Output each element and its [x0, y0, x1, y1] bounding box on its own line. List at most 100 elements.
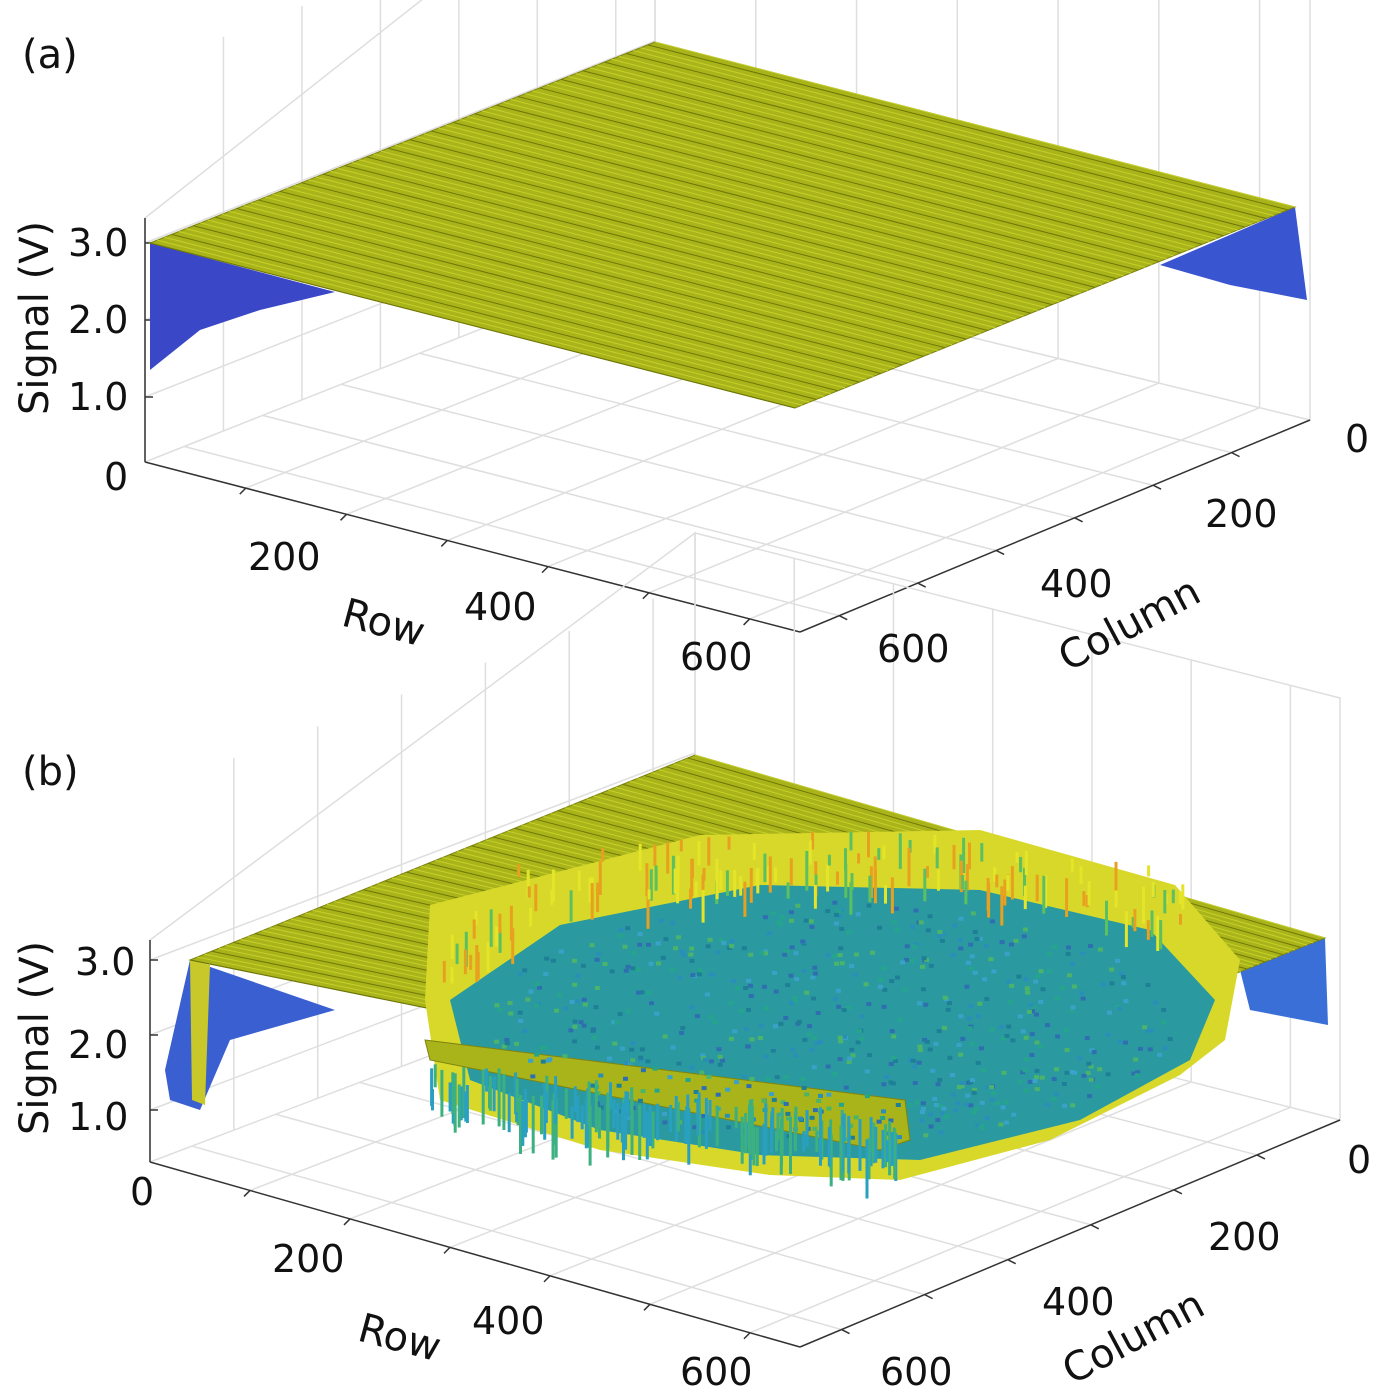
rim-spike-mark	[649, 869, 653, 901]
front-wall-spike-mark	[594, 1080, 598, 1133]
front-wall-spike-mark	[890, 1132, 894, 1166]
surface-mesh-line	[236, 208, 881, 375]
panel-a-z-axis-label: Signal (V)	[12, 221, 58, 415]
well-noise-mark	[655, 941, 661, 946]
front-wall-spike-mark	[734, 1106, 738, 1128]
well-noise-mark	[812, 965, 818, 970]
front-wall-spike-mark	[576, 1096, 580, 1123]
well-noise-mark	[809, 1115, 815, 1120]
well-noise-mark	[1026, 1009, 1032, 1014]
rim-spike-mark	[1150, 910, 1154, 937]
row-tick-mark	[642, 592, 650, 600]
rim-spike-mark	[743, 881, 747, 917]
well-noise-mark	[847, 1056, 853, 1061]
panel-a-row-tick: 200	[248, 535, 321, 579]
surface-mesh-line	[647, 44, 1288, 211]
rim-spike-mark	[1159, 920, 1163, 950]
well-noise-mark	[1080, 951, 1085, 956]
rim-spike-mark	[673, 868, 677, 894]
well-noise-mark	[973, 1107, 979, 1112]
well-noise-mark	[670, 921, 676, 926]
rim-spike-mark	[774, 867, 778, 883]
well-noise-mark	[715, 950, 721, 955]
well-noise-mark	[543, 971, 549, 976]
well-noise-mark	[835, 988, 841, 993]
well-noise-mark	[968, 942, 974, 947]
well-noise-mark	[920, 964, 925, 969]
well-noise-mark	[838, 1039, 844, 1044]
front-wall-spike-mark	[630, 1101, 634, 1155]
column-tick-mark	[1090, 1224, 1100, 1230]
well-noise-mark	[925, 928, 931, 933]
rim-spike-mark	[755, 870, 759, 885]
rim-spike-mark	[671, 855, 675, 895]
well-noise-mark	[1064, 1070, 1070, 1075]
well-noise-mark	[498, 1007, 503, 1012]
rim-spike-mark	[844, 863, 848, 898]
rim-spike-mark	[814, 874, 818, 885]
well-noise-mark	[1121, 981, 1127, 986]
well-noise-mark	[904, 957, 910, 962]
surface-mesh-line	[589, 67, 1231, 234]
rim-spike-mark	[1156, 916, 1160, 951]
rim-spike-mark	[1133, 909, 1137, 932]
well-noise-mark	[590, 1028, 596, 1033]
well-noise-mark	[789, 918, 794, 923]
well-noise-mark	[1054, 1092, 1059, 1097]
well-noise-mark	[989, 1097, 995, 1102]
rim-spike-mark	[588, 877, 592, 903]
surface-mesh-line	[387, 147, 1031, 314]
front-wall-spike-mark	[465, 1085, 469, 1123]
rim-spike-mark	[1181, 884, 1185, 910]
column-tick-mark	[1231, 451, 1240, 458]
rim-spike-mark	[701, 889, 705, 923]
surface-mesh-line	[467, 116, 1110, 283]
surface-mesh-line	[481, 110, 1124, 277]
front-wall-spike-mark	[440, 1069, 444, 1117]
well-noise-mark	[763, 951, 768, 956]
well-noise-mark	[630, 1041, 636, 1046]
surface-mesh-line	[171, 233, 817, 400]
well-noise-mark	[618, 933, 624, 938]
well-noise-mark	[919, 1118, 925, 1123]
floor-gridline-row	[749, 406, 1260, 620]
surface-mesh-line	[373, 153, 1017, 320]
rim-spike-mark	[980, 843, 984, 862]
front-wall-spike-mark	[841, 1115, 845, 1173]
rim-spike-mark	[1023, 885, 1027, 910]
well-noise-mark	[877, 984, 883, 989]
surface-mesh-line	[553, 81, 1196, 248]
well-noise-mark	[956, 1043, 962, 1047]
surface-mesh-line	[294, 185, 938, 352]
surface-mesh-line	[424, 133, 1067, 300]
floor-gridline-column	[184, 445, 840, 617]
well-noise-mark	[724, 1113, 730, 1118]
well-noise-mark	[708, 1059, 714, 1064]
front-wall-spike-mark	[815, 1131, 819, 1152]
well-noise-mark	[825, 1064, 831, 1069]
rim-spike-mark	[968, 842, 971, 870]
well-noise-mark	[1064, 1047, 1070, 1052]
well-noise-mark	[544, 956, 550, 961]
rim-spike-mark	[1179, 891, 1182, 904]
surface-mesh-line	[582, 70, 1224, 237]
surface-edge-wall-right	[1160, 207, 1307, 300]
well-noise-mark	[1020, 1029, 1026, 1034]
rim-spike-mark	[550, 889, 554, 905]
surface-mesh-line	[575, 73, 1217, 240]
well-noise-mark	[964, 984, 970, 989]
well-noise-mark	[985, 1085, 991, 1090]
rim-spike-mark	[1179, 913, 1182, 925]
row-tick-mark	[443, 1246, 451, 1254]
well-noise-mark	[1034, 1040, 1040, 1045]
well-noise-mark	[843, 1085, 849, 1090]
well-noise-mark	[834, 961, 839, 966]
well-noise-mark	[504, 1037, 510, 1042]
well-noise-mark	[921, 1107, 926, 1111]
well-noise-mark	[989, 1027, 995, 1032]
rim-spike-mark	[1124, 911, 1128, 948]
well-noise-mark	[1070, 1005, 1076, 1010]
well-noise-mark	[596, 952, 602, 957]
front-wall-spike-mark	[588, 1105, 592, 1166]
well-noise-mark	[639, 1047, 645, 1052]
